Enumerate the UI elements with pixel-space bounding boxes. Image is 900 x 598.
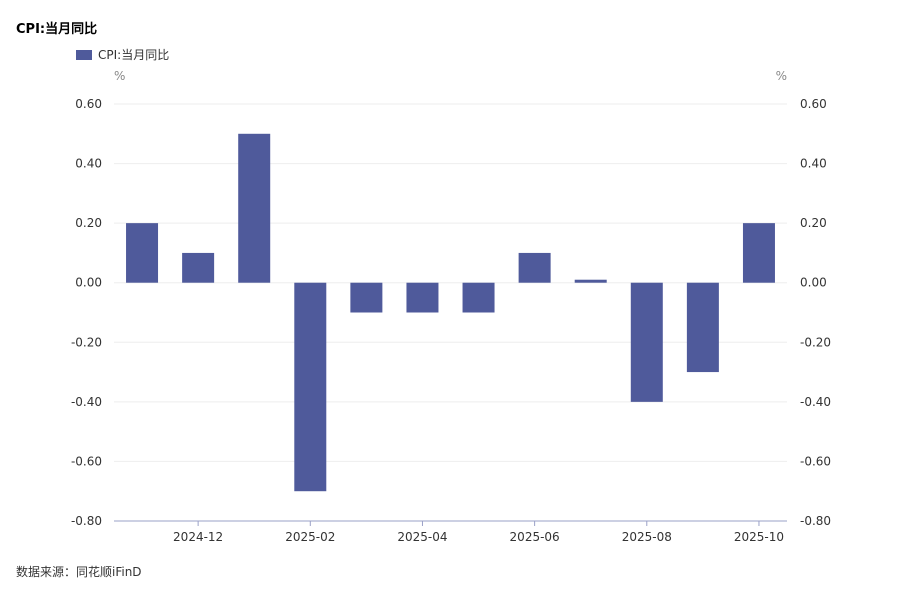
bar-2025-10 — [742, 223, 775, 283]
y-tick-label-left: 0.40 — [75, 157, 102, 171]
y-tick-label-left: -0.80 — [71, 514, 102, 528]
x-tick-label: 2025-04 — [397, 530, 447, 544]
y-tick-label-left: 0.00 — [75, 276, 102, 290]
y-tick-label-right: -0.60 — [800, 454, 831, 468]
y-tick-label-left: 0.20 — [75, 216, 102, 230]
y-axis-unit-right: % — [776, 69, 787, 83]
x-tick-label: 2024-12 — [173, 530, 223, 544]
y-axis-unit-left: % — [114, 69, 125, 83]
legend-label: CPI:当月同比 — [98, 48, 170, 62]
y-tick-label-right: -0.40 — [800, 395, 831, 409]
bar-2025-08 — [630, 282, 663, 402]
data-source: 数据来源：同花顺iFinD — [16, 565, 142, 579]
y-tick-label-left: -0.40 — [71, 395, 102, 409]
legend-swatch — [76, 49, 92, 60]
y-tick-label-right: 0.60 — [800, 97, 827, 111]
bar-2025-09 — [686, 282, 719, 373]
bar-2025-07 — [574, 279, 607, 283]
bar-2025-03 — [350, 282, 383, 313]
bar-2025-06 — [518, 252, 551, 283]
x-tick-label: 2025-10 — [734, 530, 784, 544]
bar-2025-01 — [238, 133, 271, 283]
bar-2025-02 — [294, 282, 327, 492]
legend: CPI:当月同比 — [76, 46, 169, 63]
y-tick-label-right: -0.80 — [800, 514, 831, 528]
y-tick-label-left: -0.60 — [71, 454, 102, 468]
bar-2024-11 — [126, 223, 159, 283]
y-tick-label-right: 0.00 — [800, 276, 827, 290]
bar-2025-04 — [406, 282, 439, 313]
y-tick-label-right: -0.20 — [800, 335, 831, 349]
chart-title: CPI:当月同比 — [16, 22, 98, 37]
y-tick-label-left: -0.20 — [71, 335, 102, 349]
x-tick-label: 2025-08 — [622, 530, 672, 544]
x-tick-label: 2025-06 — [510, 530, 560, 544]
y-tick-label-right: 0.20 — [800, 216, 827, 230]
bar-2024-12 — [182, 252, 215, 283]
y-tick-label-right: 0.40 — [800, 157, 827, 171]
y-tick-label-left: 0.60 — [75, 97, 102, 111]
x-tick-label: 2025-02 — [285, 530, 335, 544]
bar-2025-05 — [462, 282, 495, 313]
